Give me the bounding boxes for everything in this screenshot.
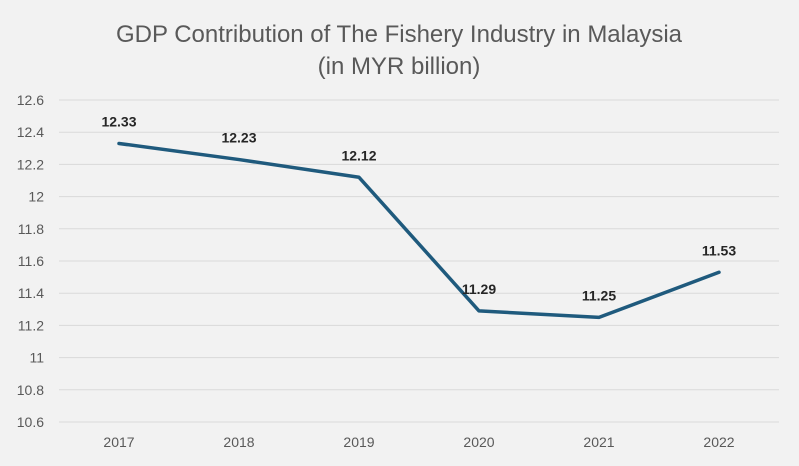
- y-tick-label: 10.6: [17, 414, 44, 430]
- x-tick-label: 2022: [703, 434, 734, 450]
- chart-title-line2: (in MYR billion): [318, 53, 481, 80]
- y-tick-label: 11.6: [18, 253, 44, 269]
- x-tick-label: 2017: [103, 434, 134, 450]
- x-tick-label: 2019: [343, 434, 374, 450]
- y-tick-label: 12.6: [17, 92, 44, 108]
- data-label: 11.25: [582, 287, 616, 303]
- y-tick-label: 12.4: [17, 124, 44, 140]
- y-tick-label: 12: [28, 189, 44, 205]
- y-tick-label: 12.2: [17, 156, 44, 172]
- data-label: 11.53: [702, 242, 736, 258]
- x-tick-label: 2020: [463, 434, 494, 450]
- y-tick-label: 11.4: [18, 285, 44, 301]
- x-tick-label: 2018: [223, 434, 254, 450]
- chart-title-line1: GDP Contribution of The Fishery Industry…: [116, 21, 683, 48]
- series-line: [117, 141, 721, 320]
- x-tick-label: 2021: [583, 434, 614, 450]
- data-label: 12.12: [341, 147, 376, 163]
- data-label: 12.23: [221, 130, 256, 146]
- y-tick-label: 11: [29, 350, 44, 366]
- y-tick-label: 11.2: [18, 317, 44, 333]
- y-tick-label: 11.8: [18, 221, 44, 237]
- y-tick-label: 10.8: [17, 382, 44, 398]
- data-label: 11.29: [462, 281, 496, 297]
- data-label: 12.33: [101, 113, 136, 129]
